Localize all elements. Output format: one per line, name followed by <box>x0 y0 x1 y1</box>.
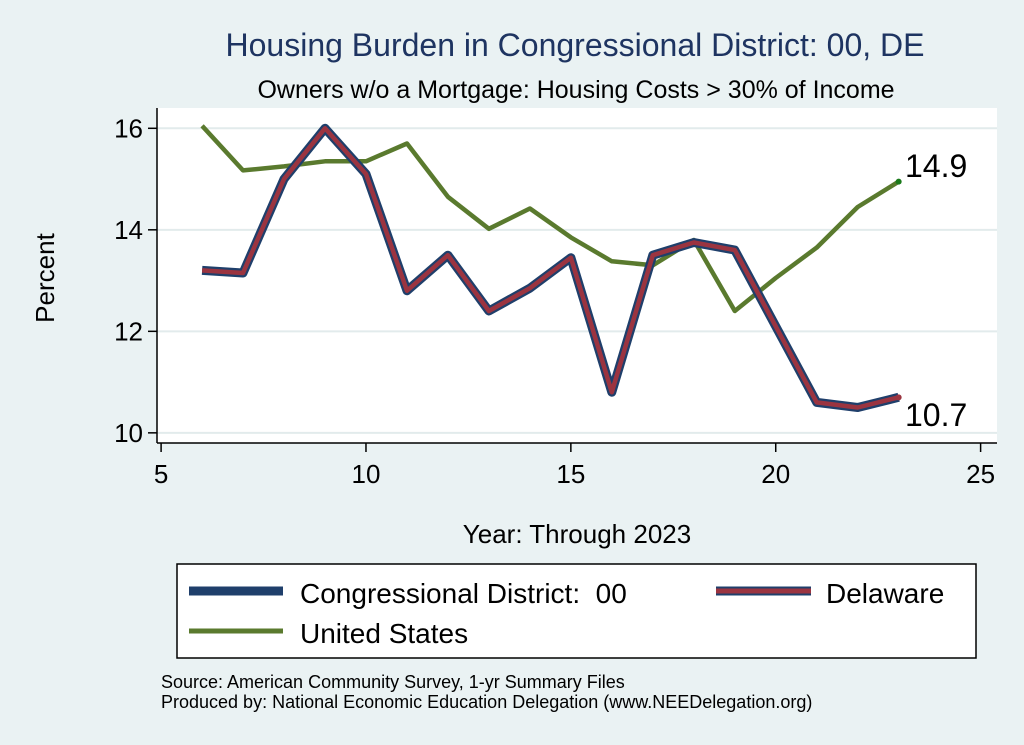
axes: 10 12 14 16 5 10 15 20 25 <box>114 108 997 489</box>
y-axis-title: Percent <box>30 232 60 322</box>
legend: Congressional District: 00 Delaware Unit… <box>176 563 977 659</box>
end-label-united-states: 14.9 <box>905 148 967 184</box>
legend-label-district: Congressional District: 00 <box>300 578 627 609</box>
end-markers <box>895 178 902 401</box>
chart-subtitle: Owners w/o a Mortgage: Housing Costs > 3… <box>257 76 894 104</box>
end-marker-united-states <box>895 178 902 185</box>
series-line-delaware <box>201 126 900 410</box>
y-tick-label-16: 16 <box>114 113 143 143</box>
legend-box <box>176 563 977 659</box>
chart-title: Housing Burden in Congressional District… <box>226 27 925 63</box>
end-marker-delaware <box>895 394 902 401</box>
y-tick-label-14: 14 <box>114 215 143 245</box>
legend-label-delaware: Delaware <box>826 578 944 609</box>
series-lines <box>200 123 900 412</box>
x-tick-label-10: 10 <box>352 459 381 489</box>
y-tick-label-12: 12 <box>114 316 143 346</box>
x-tick-label-15: 15 <box>556 459 585 489</box>
producer-note: Produced by: National Economic Education… <box>161 692 812 712</box>
y-tick-label-10: 10 <box>114 418 143 448</box>
x-tick-label-25: 25 <box>966 459 995 489</box>
series-line-united-states <box>200 124 900 314</box>
x-axis-title: Year: Through 2023 <box>463 519 691 549</box>
gridlines <box>157 127 997 434</box>
x-tick-label-5: 5 <box>154 459 168 489</box>
legend-label-united-states: United States <box>300 618 468 649</box>
source-note: Source: American Community Survey, 1-yr … <box>161 672 625 692</box>
end-label-district: 10.7 <box>905 397 967 433</box>
x-tick-label-20: 20 <box>761 459 790 489</box>
